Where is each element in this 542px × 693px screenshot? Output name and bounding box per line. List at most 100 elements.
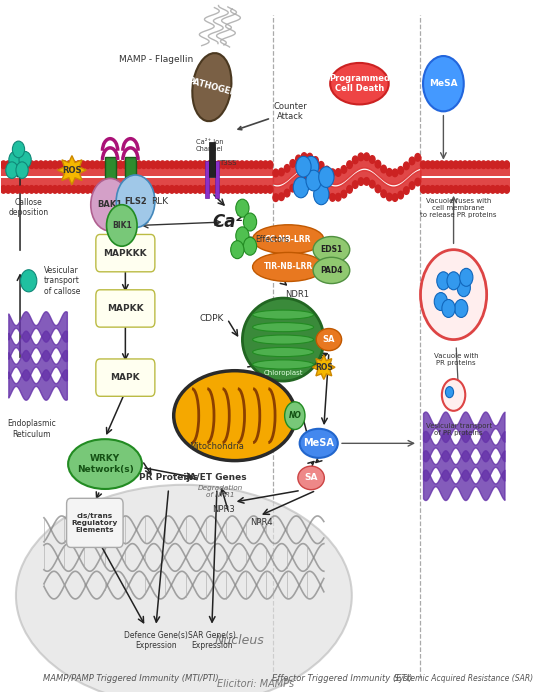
Circle shape bbox=[364, 177, 370, 185]
Circle shape bbox=[437, 272, 450, 290]
Circle shape bbox=[460, 268, 473, 286]
Text: Vacuole with
PR proteins: Vacuole with PR proteins bbox=[434, 353, 479, 367]
Circle shape bbox=[216, 161, 222, 168]
Circle shape bbox=[243, 213, 257, 231]
Circle shape bbox=[80, 186, 86, 193]
Circle shape bbox=[155, 161, 160, 168]
Circle shape bbox=[490, 161, 495, 168]
Circle shape bbox=[239, 161, 245, 168]
Circle shape bbox=[188, 186, 193, 193]
Circle shape bbox=[409, 157, 415, 165]
Circle shape bbox=[495, 161, 500, 168]
Text: TIR-NB-LRR: TIR-NB-LRR bbox=[263, 263, 313, 272]
Circle shape bbox=[236, 199, 249, 217]
Ellipse shape bbox=[298, 466, 324, 490]
Ellipse shape bbox=[300, 429, 338, 458]
Circle shape bbox=[347, 186, 352, 193]
Circle shape bbox=[446, 387, 454, 398]
Text: Systemic Acquired Resistance (SAR): Systemic Acquired Resistance (SAR) bbox=[394, 674, 533, 683]
Circle shape bbox=[183, 161, 189, 168]
Circle shape bbox=[94, 161, 100, 168]
Ellipse shape bbox=[330, 63, 389, 105]
Circle shape bbox=[9, 152, 21, 168]
Circle shape bbox=[118, 186, 123, 193]
Circle shape bbox=[415, 154, 421, 161]
Circle shape bbox=[442, 299, 455, 317]
Circle shape bbox=[486, 161, 491, 168]
Circle shape bbox=[425, 161, 431, 168]
Bar bbox=[209, 143, 215, 177]
Circle shape bbox=[116, 175, 155, 227]
Bar bbox=[105, 157, 115, 191]
Circle shape bbox=[467, 186, 473, 193]
Text: cis/trans
Regulatory
Elements: cis/trans Regulatory Elements bbox=[72, 513, 118, 533]
Circle shape bbox=[267, 161, 273, 168]
Circle shape bbox=[230, 161, 236, 168]
Circle shape bbox=[455, 299, 468, 317]
Text: CDPK: CDPK bbox=[199, 315, 224, 324]
Bar bbox=[1, 165, 273, 176]
Circle shape bbox=[5, 186, 11, 193]
Circle shape bbox=[15, 161, 21, 168]
Circle shape bbox=[160, 161, 165, 168]
Circle shape bbox=[444, 186, 449, 193]
Circle shape bbox=[381, 190, 386, 198]
Circle shape bbox=[444, 161, 449, 168]
FancyBboxPatch shape bbox=[96, 234, 155, 272]
Ellipse shape bbox=[68, 439, 142, 489]
Circle shape bbox=[10, 161, 16, 168]
Circle shape bbox=[57, 186, 62, 193]
Circle shape bbox=[290, 184, 295, 192]
Circle shape bbox=[146, 186, 151, 193]
Circle shape bbox=[504, 161, 509, 168]
Text: Defence Gene(s)
Expression: Defence Gene(s) Expression bbox=[124, 631, 188, 650]
Circle shape bbox=[434, 161, 440, 168]
Circle shape bbox=[313, 182, 318, 189]
Circle shape bbox=[52, 161, 58, 168]
Circle shape bbox=[273, 194, 279, 202]
Circle shape bbox=[295, 155, 301, 163]
Circle shape bbox=[211, 186, 217, 193]
FancyBboxPatch shape bbox=[96, 290, 155, 327]
Circle shape bbox=[324, 166, 330, 174]
Circle shape bbox=[10, 186, 16, 193]
Circle shape bbox=[273, 169, 279, 177]
Circle shape bbox=[192, 186, 198, 193]
Text: ROS: ROS bbox=[62, 166, 82, 175]
Circle shape bbox=[230, 186, 236, 193]
Circle shape bbox=[319, 167, 334, 187]
Circle shape bbox=[89, 161, 95, 168]
Circle shape bbox=[457, 279, 470, 297]
Circle shape bbox=[155, 186, 160, 193]
Circle shape bbox=[448, 186, 454, 193]
Circle shape bbox=[279, 193, 284, 200]
Text: MeSA: MeSA bbox=[429, 79, 457, 88]
Circle shape bbox=[404, 186, 409, 194]
Text: Mitochondria: Mitochondria bbox=[189, 442, 244, 451]
Circle shape bbox=[113, 161, 119, 168]
Circle shape bbox=[295, 180, 301, 187]
Bar bbox=[421, 165, 509, 176]
Circle shape bbox=[192, 161, 198, 168]
Text: Programmed
Cell Death: Programmed Cell Death bbox=[329, 74, 390, 94]
Text: Ca²⁺: Ca²⁺ bbox=[212, 213, 252, 231]
Ellipse shape bbox=[253, 347, 314, 357]
Circle shape bbox=[99, 161, 105, 168]
Circle shape bbox=[434, 292, 448, 310]
Text: CC-NB-LRR: CC-NB-LRR bbox=[265, 235, 312, 244]
Circle shape bbox=[314, 184, 329, 204]
Circle shape bbox=[235, 161, 240, 168]
Circle shape bbox=[301, 152, 307, 160]
Text: MAPKKK: MAPKKK bbox=[104, 249, 147, 258]
Circle shape bbox=[132, 161, 137, 168]
Circle shape bbox=[504, 186, 509, 193]
Circle shape bbox=[421, 161, 426, 168]
Circle shape bbox=[462, 161, 468, 168]
Ellipse shape bbox=[253, 252, 324, 281]
Text: PATHOGEN: PATHOGEN bbox=[186, 76, 237, 98]
Text: Elicitori: MAMPs: Elicitori: MAMPs bbox=[217, 679, 294, 689]
Circle shape bbox=[89, 186, 95, 193]
Text: Effectors: Effectors bbox=[255, 235, 289, 244]
Text: FLS2: FLS2 bbox=[124, 197, 147, 206]
Circle shape bbox=[341, 166, 347, 173]
